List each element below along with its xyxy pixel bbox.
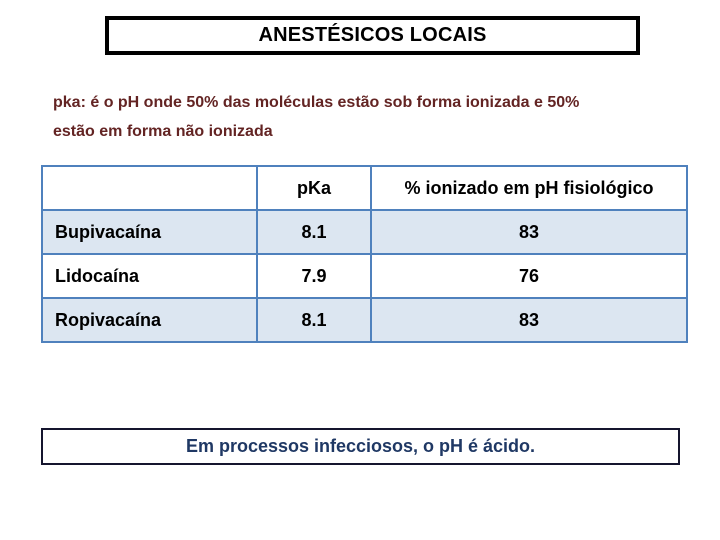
anesthetics-table: pKa % ionizado em pH fisiológico Bupivac… [41,165,688,343]
table-row: Ropivacaína 8.1 83 [41,297,688,343]
column-header-drug [41,165,258,211]
pka-value-cell: 8.1 [256,209,372,255]
footer-note-box: Em processos infecciosos, o pH é ácido. [41,428,680,465]
ionized-value-cell: 76 [370,253,688,299]
drug-name-cell: Bupivacaína [41,209,258,255]
column-header-ionized: % ionizado em pH fisiológico [370,165,688,211]
ionized-value-cell: 83 [370,297,688,343]
column-header-pka: pKa [256,165,372,211]
ionized-value-cell: 83 [370,209,688,255]
table-row: Bupivacaína 8.1 83 [41,209,688,255]
pka-value-cell: 8.1 [256,297,372,343]
pka-value-cell: 7.9 [256,253,372,299]
pka-definition: pka: é o pH onde 50% das moléculas estão… [53,88,653,146]
drug-name-cell: Ropivacaína [41,297,258,343]
pka-definition-line-1: pka: é o pH onde 50% das moléculas estão… [53,94,580,111]
slide-title-box: ANESTÉSICOS LOCAIS [105,16,640,55]
pka-definition-line-2: estão em forma não ionizada [53,123,273,140]
table-header-row: pKa % ionizado em pH fisiológico [41,165,688,211]
table-row: Lidocaína 7.9 76 [41,253,688,299]
drug-name-cell: Lidocaína [41,253,258,299]
slide-title: ANESTÉSICOS LOCAIS [258,24,487,46]
footer-note-text: Em processos infecciosos, o pH é ácido. [185,436,536,456]
